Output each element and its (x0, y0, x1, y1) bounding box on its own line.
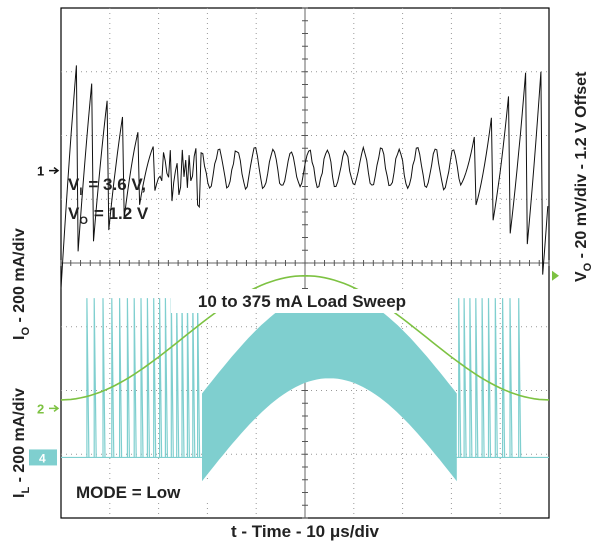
il-marker-box (29, 449, 57, 466)
io-axis-rest: - 200 mA/div (11, 228, 28, 327)
vo-trace (60, 65, 549, 289)
grid (60, 7, 550, 519)
vo-axis-sub: O (582, 262, 594, 271)
mode-label: MODE = Low (76, 483, 181, 502)
trace-markers: 1 2 4 (29, 164, 559, 466)
il-axis-rest: - 200 mA/div (11, 388, 28, 487)
sweep-label: 10 to 375 mA Load Sweep (198, 292, 406, 311)
x-axis-title: t - Time - 10 μs/div (231, 522, 380, 541)
vo-marker-label: 1 (37, 164, 44, 179)
vo-axis-title: VO - 20 mV/div - 1.2 V Offset (573, 71, 594, 282)
vo-value: = 1.2 V (94, 204, 149, 223)
io-right-marker (552, 270, 559, 281)
vo-axis-rest: - 20 mV/div - 1.2 V Offset (573, 71, 590, 263)
io-axis-title: IO - 200 mA/div (11, 228, 32, 340)
mode-label-bg (70, 481, 210, 503)
io-axis-sub: O (20, 327, 32, 336)
il-axis-sub: L (20, 487, 32, 494)
il-marker-label: 4 (39, 451, 46, 465)
io-marker-label: 2 (37, 401, 44, 416)
vi-sub: I (79, 186, 82, 198)
vi-annotation: VI = 3.6 V, (68, 175, 146, 198)
vi-value: = 3.6 V, (88, 175, 146, 194)
vo-marker-arrow (49, 166, 60, 175)
io-marker-arrow (49, 404, 60, 412)
vo-sub: O (79, 215, 88, 227)
sweep-label-bg (171, 289, 433, 313)
il-axis-title: IL - 200 mA/div (11, 388, 32, 498)
